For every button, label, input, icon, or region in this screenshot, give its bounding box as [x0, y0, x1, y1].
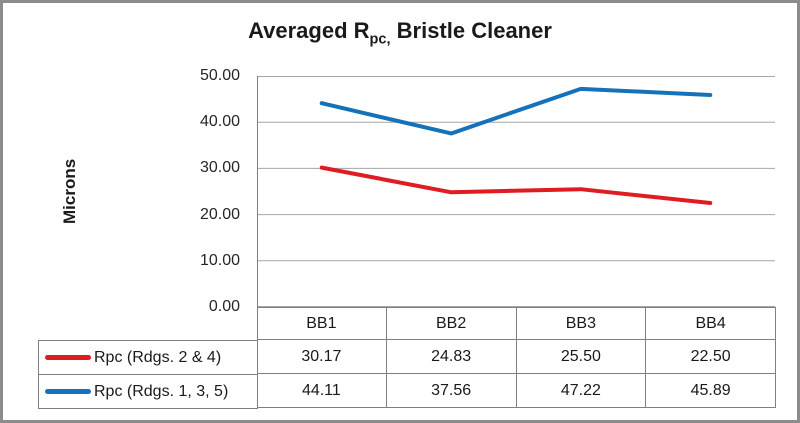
data-cell: 44.11: [257, 374, 387, 407]
line-chart-svg: [257, 76, 775, 307]
legend-item: Rpc (Rdgs. 1, 3, 5): [39, 375, 257, 409]
category-header-cell: BB2: [387, 308, 517, 339]
series2-name-label: Rpc (Rdgs. 1, 3, 5): [94, 382, 229, 400]
category-header-cell: BB4: [646, 308, 776, 339]
series1-name-label: Rpc (Rdgs. 2 & 4): [94, 348, 222, 366]
y-axis-tick-label: 20.00: [199, 206, 240, 223]
y-axis-tick-label: 0.00: [208, 298, 240, 315]
chart-title: Averaged Rpc, Bristle Cleaner: [0, 18, 800, 48]
y-axis-line: [257, 76, 258, 409]
series2-line-marker-icon: [45, 389, 91, 394]
data-cell: 37.56: [387, 374, 517, 407]
legend-column: Rpc (Rdgs. 2 & 4) Rpc (Rdgs. 1, 3, 5): [38, 340, 257, 409]
chart-title-subscript: pc,: [369, 31, 391, 48]
chart-title-suffix: Bristle Cleaner: [390, 18, 552, 43]
chart-title-prefix: Averaged R: [248, 18, 370, 43]
y-axis-tick-label: 50.00: [199, 67, 240, 84]
category-header-cell: BB3: [517, 308, 647, 339]
plot-area: [257, 76, 775, 307]
table-row-series2: 44.11 37.56 47.22 45.89: [257, 374, 776, 408]
category-header-cell: BB1: [257, 308, 387, 339]
y-axis-tick-label: 30.00: [199, 159, 240, 176]
table-row-series1: 30.17 24.83 25.50 22.50: [257, 340, 776, 374]
category-header-row: BB1 BB2 BB3 BB4: [257, 307, 776, 340]
data-cell: 45.89: [646, 374, 776, 407]
y-axis-title: Microns: [60, 158, 79, 225]
data-table: 30.17 24.83 25.50 22.50 44.11 37.56 47.2…: [257, 340, 776, 409]
y-axis-tick-label: 10.00: [199, 252, 240, 269]
data-cell: 24.83: [387, 340, 517, 373]
data-cell: 30.17: [257, 340, 387, 373]
y-axis-tick-label: 40.00: [199, 113, 240, 130]
data-cell: 25.50: [517, 340, 647, 373]
data-cell: 22.50: [646, 340, 776, 373]
data-cell: 47.22: [517, 374, 647, 407]
legend-item: Rpc (Rdgs. 2 & 4): [39, 341, 257, 375]
series1-line-marker-icon: [45, 355, 91, 360]
